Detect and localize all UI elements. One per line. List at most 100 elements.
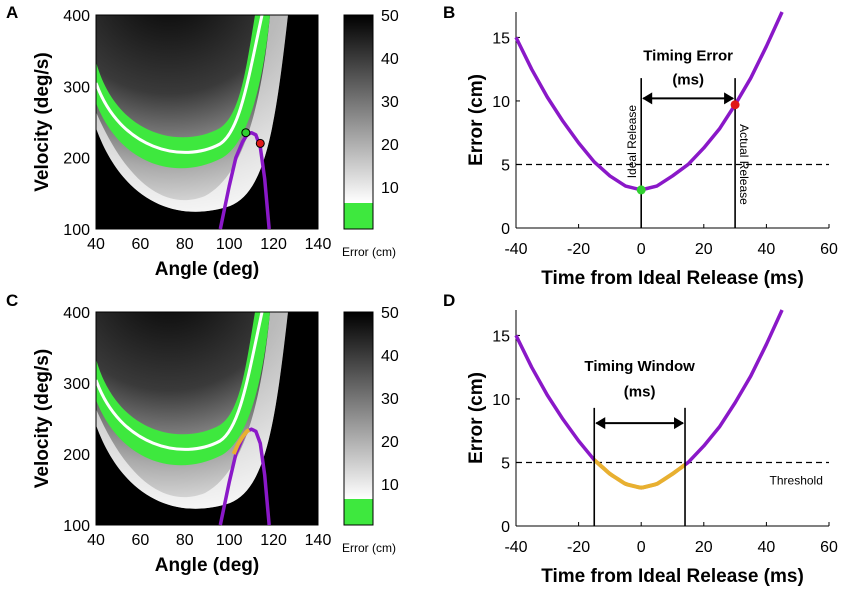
y-tick-label-b: 10	[492, 94, 510, 111]
x-axis-label-c: Angle (deg)	[155, 555, 260, 576]
panel-label-b: B	[443, 3, 455, 22]
colorbar-a: 50 40 30 20 10 Error (cm)	[342, 8, 399, 259]
y-tick-label-b: 0	[501, 221, 510, 238]
x-axis-label-d: Time from Ideal Release (ms)	[541, 566, 804, 587]
colorbar-c-label: Error (cm)	[342, 541, 396, 555]
x-tick-label-d: 40	[758, 539, 776, 556]
release-point-b	[730, 100, 740, 110]
x-tick-label-b: -20	[567, 241, 590, 258]
annotation-unit-b: (ms)	[672, 71, 704, 88]
trajectory-a	[218, 128, 271, 230]
release-marker-a	[241, 128, 251, 138]
heatmap-c-optimal-line	[96, 312, 264, 451]
x-tick-label-a: 120	[260, 236, 287, 253]
heatmap-c	[95, 311, 319, 526]
heatmap-a-threshold-band	[96, 15, 270, 169]
y-tick-label-b: 5	[501, 157, 510, 174]
colorbar-a-tick: 20	[381, 137, 399, 154]
x-tick-label-a: 80	[176, 236, 194, 253]
y-tick-label-a: 200	[63, 151, 90, 168]
colorbar-c: 50 40 30 20 10 Error (cm)	[342, 305, 399, 555]
y-tick-label-b: 15	[492, 30, 510, 47]
heatmap-a-optimal-line	[96, 15, 264, 154]
heatmap-c-threshold-band	[96, 312, 270, 466]
timing-error-arrowhead-left-b	[642, 92, 653, 105]
colorbar-c-tick: 10	[381, 477, 399, 494]
panel-label-a: A	[6, 3, 18, 22]
colorbar-c-gradient	[344, 312, 373, 499]
colorbar-a-tick: 40	[381, 51, 399, 68]
heatmap-a	[95, 14, 319, 230]
window-arrowhead-right-d	[674, 417, 685, 430]
timing-window-segment-c	[231, 428, 251, 455]
y-tick-label-d: 15	[492, 328, 510, 345]
error-curve-b	[514, 11, 784, 192]
x-tick-label-d: -40	[504, 539, 527, 556]
error-chart-b: -40 -20 0 20 40 60 0 5 10 15 Time from Ideal Relea…	[466, 11, 838, 289]
x-axis-label-a: Angle (deg)	[155, 259, 260, 280]
y-tick-label-a: 400	[63, 8, 90, 25]
window-arrowhead-left-d	[595, 417, 606, 430]
x-tick-label-a: 40	[87, 236, 105, 253]
release-point-b	[636, 185, 646, 195]
x-tick-label-b: 60	[820, 241, 838, 258]
colorbar-a-gradient	[344, 15, 373, 203]
colorbar-c-tick: 50	[381, 305, 399, 322]
panel-label-d: D	[443, 291, 455, 310]
y-axis-label-b: Error (cm)	[466, 74, 487, 166]
y-axis-label-d: Error (cm)	[466, 372, 487, 464]
y-tick-label-a: 300	[63, 79, 90, 96]
panel-label-c: C	[6, 291, 18, 310]
trajectory-c	[218, 427, 271, 526]
colorbar-a-label: Error (cm)	[342, 245, 396, 259]
y-tick-label-c: 400	[63, 305, 90, 322]
y-tick-label-c: 300	[63, 376, 90, 393]
x-tick-label-d: 60	[820, 539, 838, 556]
y-tick-label-d: 10	[492, 392, 510, 409]
heatmap-c-light-region	[96, 312, 288, 509]
annotation-title-b: Timing Error	[643, 47, 733, 64]
annotation-title-d: Timing Window	[584, 358, 695, 375]
x-tick-label-c: 100	[216, 532, 243, 549]
x-tick-label-c: 60	[132, 532, 150, 549]
colorbar-c-tick: 20	[381, 434, 399, 451]
colorbar-c-threshold	[344, 499, 373, 525]
x-tick-label-d: 20	[695, 539, 713, 556]
y-tick-label-a: 100	[63, 222, 90, 239]
release-line-label-b: Actual Release	[737, 124, 751, 205]
x-tick-label-b: 0	[637, 241, 646, 258]
release-marker-a	[255, 138, 265, 148]
colorbar-a-threshold	[344, 203, 373, 229]
x-tick-label-a: 60	[132, 236, 150, 253]
x-tick-label-c: 140	[305, 532, 332, 549]
y-axis-label-a: Velocity (deg/s)	[32, 52, 53, 191]
y-tick-label-d: 5	[501, 455, 510, 472]
colorbar-a-tick: 50	[381, 8, 399, 25]
y-tick-label-c: 200	[63, 447, 90, 464]
x-axis-label-b: Time from Ideal Release (ms)	[541, 268, 804, 289]
heatmap-a-light-region	[96, 15, 288, 212]
x-tick-label-d: 0	[637, 539, 646, 556]
annotation-unit-d: (ms)	[624, 383, 656, 400]
x-tick-label-c: 120	[260, 532, 287, 549]
colorbar-a-tick: 30	[381, 94, 399, 111]
x-tick-label-a: 140	[305, 236, 332, 253]
x-tick-label-d: -20	[567, 539, 590, 556]
error-chart-d: -40 -20 0 20 40 60 0 5 10 15 Time from Ideal Relea…	[466, 309, 838, 587]
x-tick-label-c: 40	[87, 532, 105, 549]
y-tick-label-c: 100	[63, 518, 90, 535]
colorbar-a-tick: 10	[381, 180, 399, 197]
timing-error-arrowhead-right-b	[724, 92, 735, 105]
x-tick-label-a: 100	[216, 236, 243, 253]
threshold-label-d: Threshold	[770, 473, 823, 487]
colorbar-c-tick: 40	[381, 348, 399, 365]
x-tick-label-b: 20	[695, 241, 713, 258]
y-tick-label-d: 0	[501, 519, 510, 536]
release-line-label-b: Ideal Release	[625, 105, 639, 179]
x-tick-label-b: 40	[758, 241, 776, 258]
timing-window-curve-d	[592, 458, 687, 490]
y-axis-label-c: Velocity (deg/s)	[32, 349, 53, 488]
colorbar-c-tick: 30	[381, 391, 399, 408]
x-tick-label-c: 80	[176, 532, 194, 549]
